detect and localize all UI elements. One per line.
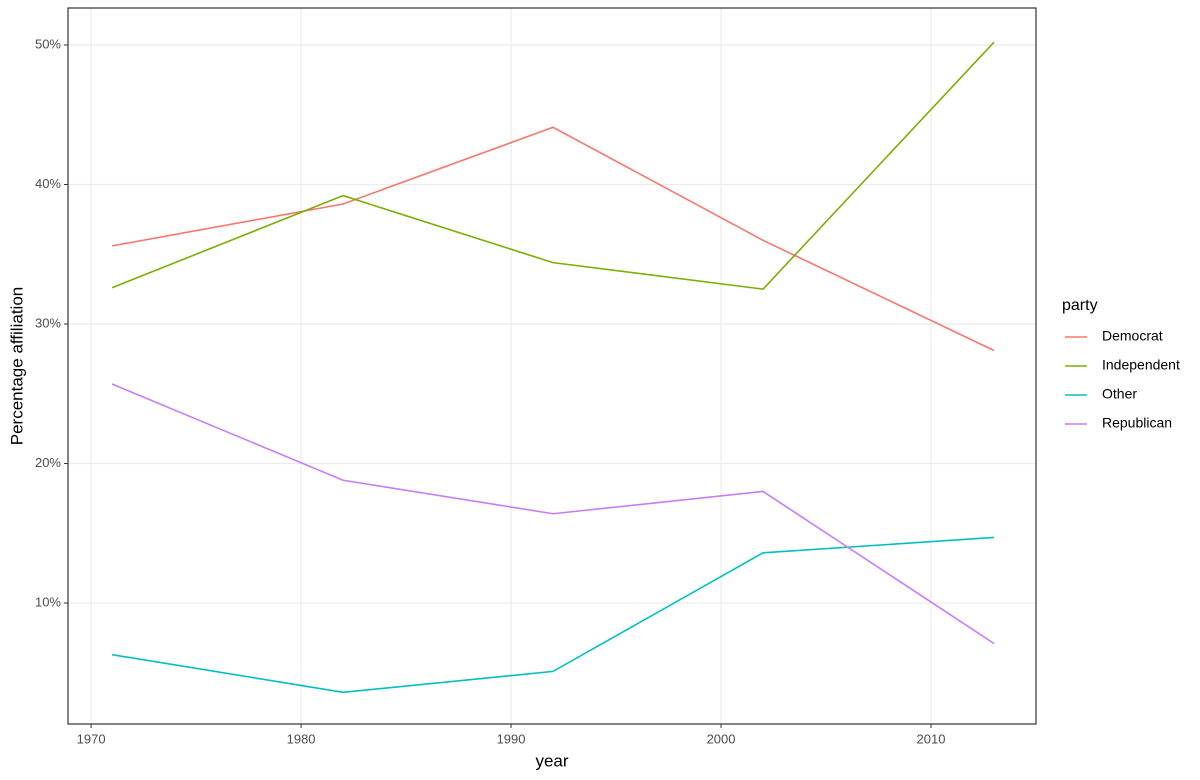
- plot-border: [67, 7, 1037, 725]
- y-tick-label: 50%: [35, 36, 61, 51]
- y-tick-label: 40%: [35, 176, 61, 191]
- series-line: [111, 536, 995, 694]
- legend-label: Independent: [1102, 357, 1180, 373]
- y-axis-title: Percentage affiliation: [7, 287, 26, 445]
- x-tick-label: 1990: [497, 731, 526, 746]
- series-line: [111, 126, 995, 352]
- legend-label: Other: [1102, 386, 1137, 402]
- y-tick-label: 20%: [35, 455, 61, 470]
- legend-label: Democrat: [1102, 328, 1163, 344]
- legend-label: Republican: [1102, 415, 1172, 431]
- series-line: [111, 383, 995, 645]
- x-tick-label: 2000: [707, 731, 736, 746]
- series-line: [111, 41, 995, 290]
- y-tick-label: 30%: [35, 315, 61, 330]
- x-tick-label: 1970: [77, 731, 106, 746]
- y-tick-label: 10%: [35, 594, 61, 609]
- x-tick-label: 2010: [917, 731, 946, 746]
- x-axis-title: year: [535, 751, 568, 770]
- x-tick-label: 1980: [287, 731, 316, 746]
- legend-title: party: [1062, 297, 1098, 314]
